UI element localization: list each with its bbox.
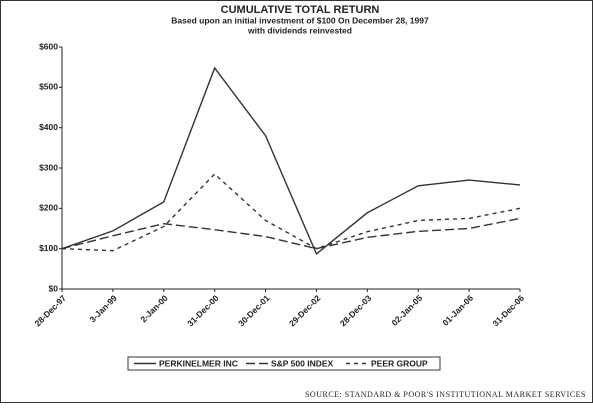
x-tick-label: 02-Jan-05	[389, 293, 424, 328]
x-tick-label: 31-Dec-00	[185, 293, 221, 329]
series-line	[61, 173, 521, 252]
x-tick-label: 29-Dec-02	[287, 293, 323, 329]
x-tick-label: 28-Dec-97	[33, 293, 69, 329]
y-tick-label: $100	[39, 243, 58, 253]
x-tick-label: 31-Dec-06	[491, 293, 527, 329]
chart-subtitle: with dividends reinvested	[247, 25, 352, 35]
x-tick-label: 3-Jan-99	[87, 293, 119, 325]
y-tick-label: $0	[49, 283, 59, 293]
legend-box	[127, 356, 441, 371]
y-tick-label: $600	[39, 41, 58, 51]
chart-subtitle: Based upon an initial investment of $100…	[171, 15, 429, 25]
x-tick-label: 28-Dec-03	[338, 293, 374, 329]
x-tick-label: 2-Jan-00	[138, 293, 170, 325]
legend-label: S&P 500 INDEX	[271, 358, 334, 368]
legend-label: PEER GROUP	[371, 358, 428, 368]
y-tick-label: $200	[39, 203, 58, 213]
y-tick-label: $400	[39, 122, 58, 132]
series-line	[61, 217, 521, 250]
series-line	[61, 66, 521, 256]
x-tick-label: 30-Dec-01	[236, 293, 272, 329]
legend-label: PERKINELMER INC	[159, 358, 238, 368]
chart-title: CUMULATIVE TOTAL RETURN	[221, 4, 380, 16]
y-tick-label: $500	[39, 82, 58, 92]
source-note: SOURCE: STANDARD & POOR'S INSTITUTIONAL …	[305, 390, 586, 399]
x-tick-label: 01-Jan-06	[440, 293, 475, 328]
y-tick-label: $300	[39, 162, 58, 172]
